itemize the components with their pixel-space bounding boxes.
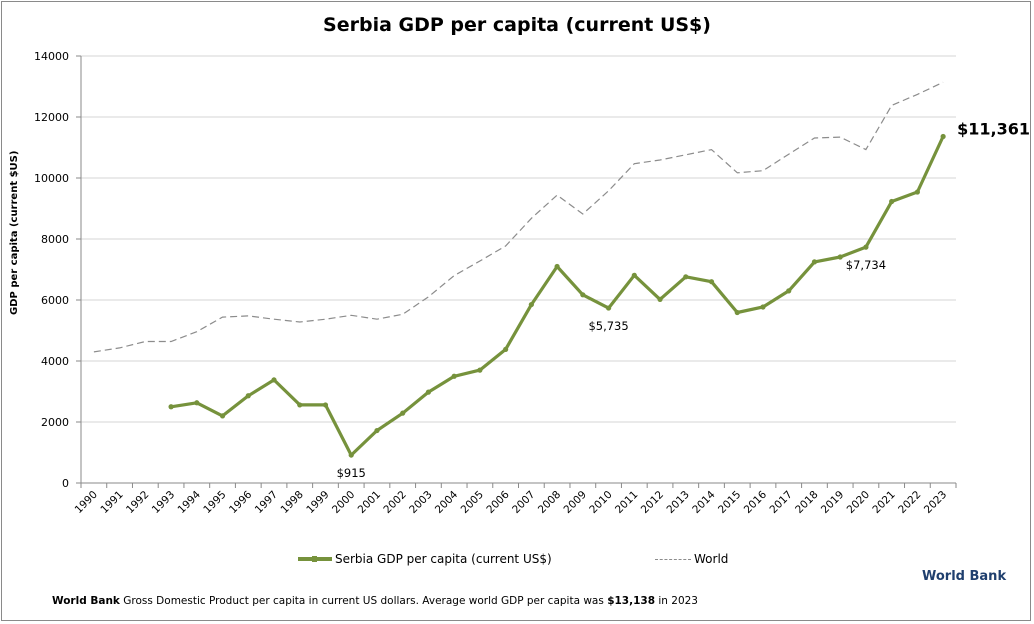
x-tick-label: 2014 [690,488,718,516]
data-point-serbia [708,279,715,285]
x-tick-label: 2016 [742,488,770,516]
x-tick-label: 1993 [150,489,177,516]
y-tick-label: 6000 [41,294,69,307]
data-point-serbia [811,259,818,265]
series-line-serbia [170,135,945,457]
data-point-serbia [271,377,277,383]
data-point-serbia [580,292,586,298]
y-tick-label: 4000 [41,355,69,368]
data-point-serbia [322,402,329,408]
data-point-serbia [631,272,637,278]
data-point-serbia [528,301,534,308]
annotation-label: $5,735 [588,319,628,333]
data-point-serbia [400,410,406,416]
data-point-serbia [425,389,432,395]
x-tick-label: 1990 [73,489,100,516]
y-tick-label: 14000 [34,50,69,63]
data-point-serbia [297,402,303,408]
x-tick-label: 2000 [330,489,357,516]
y-tick-label: 2000 [41,416,69,429]
data-point-serbia [657,296,663,302]
x-tick-label: 2015 [716,489,743,516]
x-tick-label: 2003 [407,489,434,516]
source-tail: in 2023 [655,595,698,607]
data-point-serbia [940,133,946,140]
x-tick-label: 2001 [356,489,383,516]
x-tick-label: 2013 [665,489,692,516]
x-tick-label: 2017 [767,489,794,516]
x-tick-label: 2010 [587,489,614,516]
source-bold: World Bank [52,595,120,607]
x-tick-label: 2007 [510,489,537,516]
x-tick-label: 1998 [278,489,305,516]
y-tick-label: 10000 [34,172,69,185]
data-point-serbia [168,404,174,410]
x-tick-label: 2019 [819,489,846,516]
chart-title: Serbia GDP per capita (current US$) [323,14,711,36]
data-point-serbia [760,304,766,310]
data-point-serbia [605,305,612,311]
x-tick-label: 2012 [639,489,666,516]
data-point-serbia [503,346,509,353]
data-point-serbia [683,274,689,280]
source-text: Gross Domestic Product per capita in cur… [119,595,608,607]
legend-label-world: World [694,552,729,566]
x-tick-label: 2005 [459,489,486,516]
data-point-serbia [786,288,792,294]
data-point-serbia [889,198,895,205]
data-point-serbia [734,309,740,316]
x-tick-label: 1996 [227,488,255,516]
data-point-serbia [245,393,251,399]
legend-item-serbia: Serbia GDP per capita (current US$) [298,552,552,566]
data-point-serbia [837,254,843,260]
x-tick-label: 1994 [176,488,204,516]
legend-label-serbia: Serbia GDP per capita (current US$) [335,552,552,566]
x-tick-label: 2002 [381,489,408,516]
annotation-label: $7,734 [846,258,886,272]
data-point-serbia [348,452,354,458]
data-point-serbia [914,189,920,195]
x-tick-label: 2006 [484,488,512,516]
x-tick-label: 1992 [124,489,151,516]
x-tick-label: 2023 [922,489,949,516]
x-tick-label: 2022 [896,489,923,516]
data-point-serbia [554,263,560,270]
data-point-serbia [451,373,457,379]
x-tick-label: 2018 [793,489,820,516]
source-value: $13,138 [607,595,656,607]
source-footnote: World Bank Gross Domestic Product per ca… [52,595,698,607]
data-point-serbia [477,367,483,373]
y-tick-label: 12000 [34,111,69,124]
x-tick-label: 2008 [536,489,563,516]
series-line-world [93,81,944,353]
data-point-serbia [194,400,200,406]
x-tick-label: 2011 [613,489,640,516]
x-tick-label: 1995 [201,489,228,516]
x-tick-label: 2020 [845,489,872,516]
annotation-label: $915 [337,466,366,480]
world-bank-brand: World Bank [922,569,1007,584]
legend-item-world: World [655,552,728,566]
legend-swatch-serbia [298,556,332,562]
annotation-label: $11,361 [957,119,1030,138]
x-tick-label: 1997 [253,489,280,516]
data-point-serbia [374,427,380,434]
x-tick-label: 1991 [98,489,125,516]
x-tick-label: 2004 [433,488,461,516]
x-tick-label: 2021 [870,489,897,516]
y-tick-label: 0 [62,477,69,490]
legend-swatch-world [655,558,691,560]
data-point-serbia [219,413,226,419]
data-point-serbia [863,244,869,250]
x-tick-label: 1999 [304,489,331,516]
y-tick-label: 8000 [41,233,69,246]
x-tick-label: 2009 [562,489,589,516]
